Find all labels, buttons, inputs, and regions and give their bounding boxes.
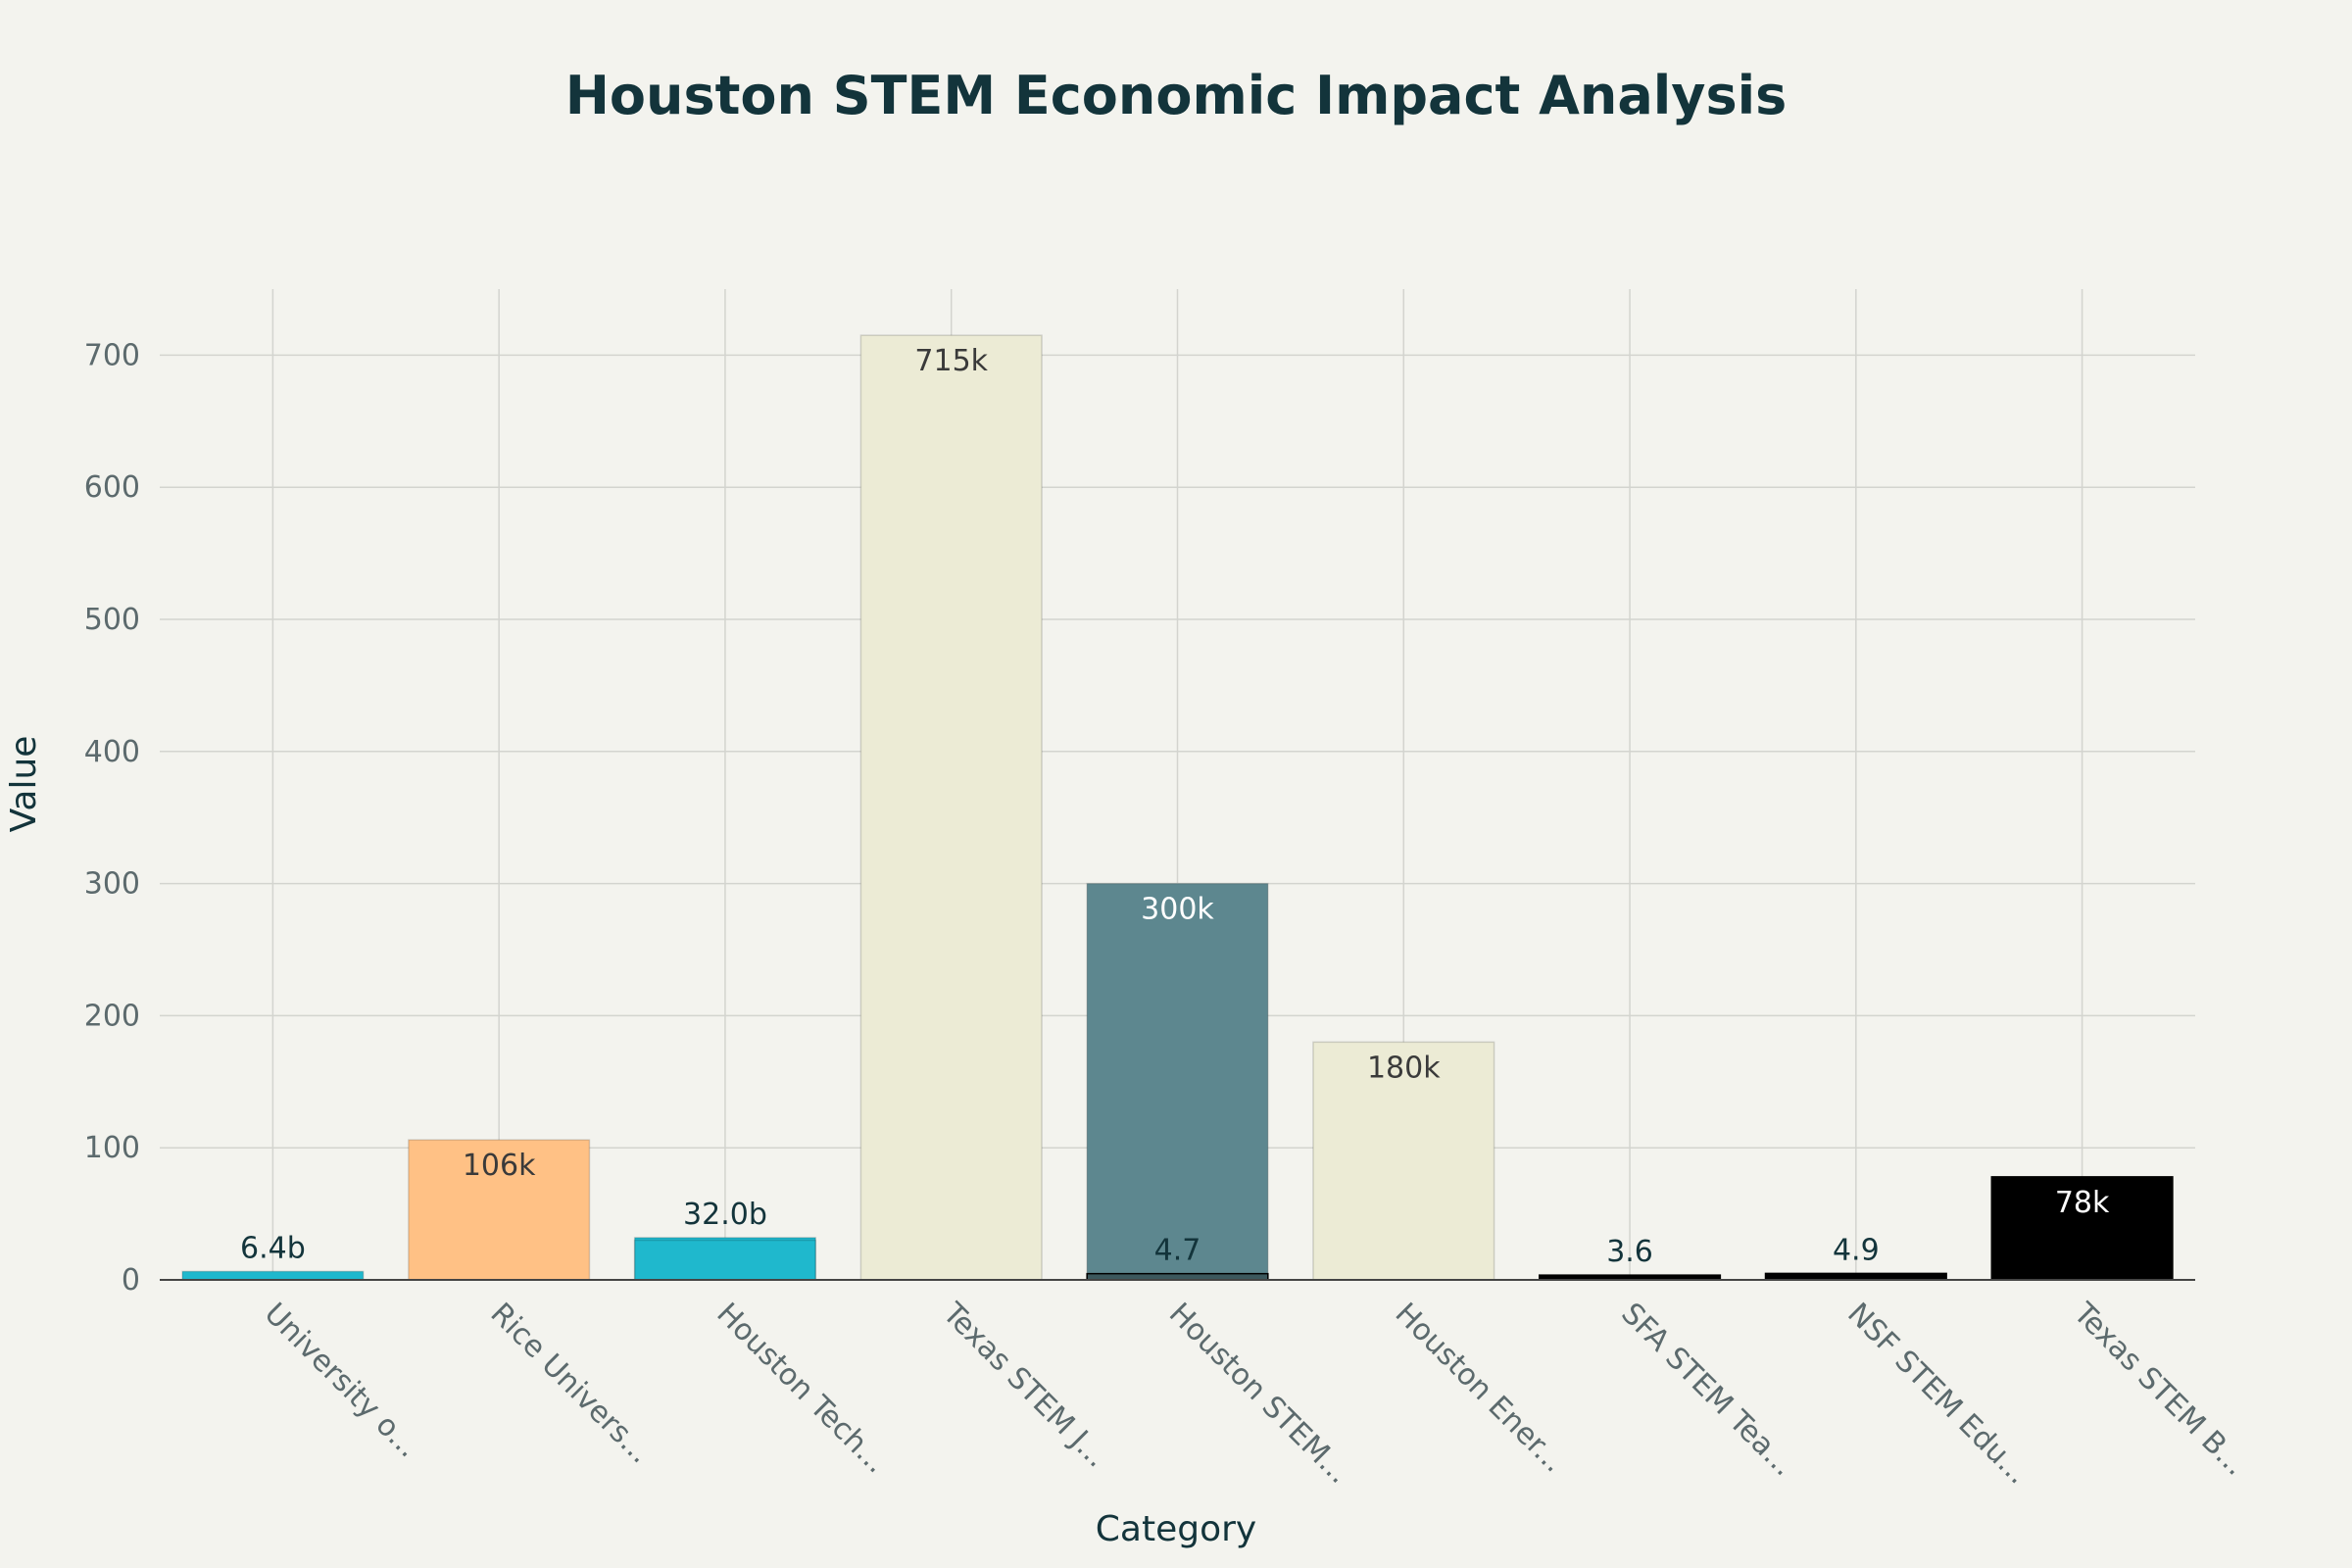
data-label-1-8: 4.9 (1833, 1233, 1880, 1267)
y-tick-label: 300 (84, 867, 140, 902)
y-tick-label: 600 (84, 470, 140, 505)
chart-title: Houston STEM Economic Impact Analysis (565, 65, 1788, 126)
data-label-1-2: 106k (463, 1149, 536, 1183)
x-tick-label: Rice Univers... (484, 1297, 658, 1470)
x-tick-label: NSF STEM Edu... (1840, 1297, 2034, 1491)
data-label-2-5: 4.7 (1154, 1234, 1201, 1268)
bar-1-6 (1312, 1041, 1495, 1281)
y-tick-label: 700 (84, 338, 140, 372)
x-tick-label: Houston STEM... (1162, 1297, 1356, 1491)
x-tick-label: Texas STEM J... (935, 1296, 1113, 1474)
y-gridlines (160, 354, 2195, 1149)
data-label-1-1: 6.4b (240, 1231, 306, 1265)
bars-group (181, 334, 2174, 1281)
x-tick-label: SFA STEM Tea... (1614, 1297, 1800, 1483)
x-axis-title: Category (1096, 1509, 1256, 1549)
y-tick-label: 400 (84, 735, 140, 769)
data-label-1-5: 300k (1141, 893, 1214, 927)
y-tick-labels: 0 100 200 300 400 500 600 700 (84, 338, 140, 1298)
x-tick-label: Texas STEM B... (2066, 1296, 2252, 1482)
y-tick-label: 0 (122, 1263, 140, 1298)
bar-1-1 (181, 1270, 365, 1281)
bar-2-3 (633, 1239, 817, 1281)
bar-1-4 (859, 334, 1043, 1281)
data-label-1-9: 78k (2055, 1186, 2110, 1220)
y-tick-label: 100 (84, 1131, 140, 1165)
data-label-1-4: 715k (914, 344, 988, 378)
y-tick-label: 500 (84, 603, 140, 637)
data-label-1-7: 3.6 (1606, 1235, 1653, 1269)
x-tick-label: Houston Ener... (1389, 1297, 1572, 1480)
bar-1-5 (1086, 882, 1269, 1281)
data-label-1-3: 32.0b (683, 1198, 767, 1232)
data-label-1-6: 180k (1367, 1051, 1441, 1085)
data-labels: 6.4b 106k 32.0b 715k 300k 180k 3.6 4.9 78k 4.7 (240, 344, 2110, 1269)
x-tick-label: Houston Tech... (710, 1297, 893, 1480)
y-axis-title: Value (4, 736, 44, 833)
y-tick-label: 200 (84, 999, 140, 1033)
x-tick-label: University o... (258, 1297, 425, 1464)
x-tick-labels: University o... Rice Univers... Houston Te… (258, 1296, 2253, 1491)
